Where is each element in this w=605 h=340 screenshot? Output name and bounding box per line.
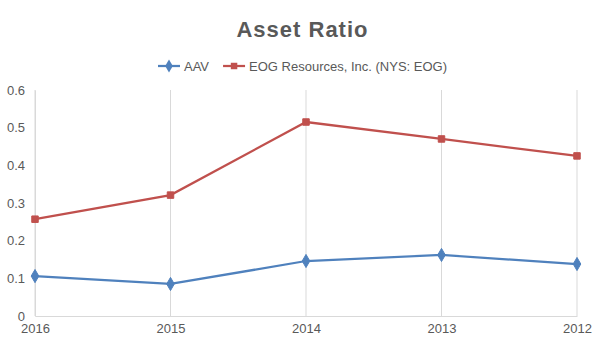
y-tick: 0.2: [7, 233, 35, 248]
legend-marker: [165, 59, 173, 72]
series: [32, 119, 580, 223]
y-tick-label: 0.5: [7, 120, 25, 135]
legend: AAV EOG Resources, Inc. (NYS: EOG): [158, 59, 447, 74]
y-tick: 0.4: [7, 158, 35, 173]
series-group: [31, 119, 581, 291]
x-axis-line: [36, 316, 578, 317]
y-tick-label: 0.3: [7, 196, 25, 211]
marker: [438, 248, 446, 261]
legend-marker: [231, 63, 237, 69]
series: [31, 248, 581, 290]
series-line: [35, 122, 577, 219]
grid-line: [577, 90, 578, 316]
y-tick: 0.3: [7, 196, 35, 211]
marker: [32, 216, 38, 222]
background: [0, 0, 605, 340]
y-tick: 0.1: [7, 271, 35, 286]
marker: [438, 136, 444, 142]
series-line: [35, 255, 577, 284]
title: Asset Ratio: [236, 17, 368, 42]
y-tick-label: 0.4: [7, 158, 25, 173]
marker: [573, 257, 581, 270]
grid-line: [441, 90, 442, 316]
marker: [302, 254, 310, 267]
x-tick-label: 2013: [428, 321, 457, 336]
grid: [35, 90, 577, 316]
chart: 00.10.20.30.40.50.620162015201420132012A…: [0, 0, 605, 340]
y-tick-label: 0.6: [7, 83, 25, 98]
marker: [167, 192, 173, 198]
legend-label: EOG Resources, Inc. (NYS: EOG): [249, 59, 447, 74]
x-tick: 2012: [563, 316, 592, 336]
x-tick-label: 2014: [292, 321, 321, 336]
y-tick-label: 0.2: [7, 233, 25, 248]
y-axis: 00.10.20.30.40.50.6: [7, 83, 36, 324]
marker: [167, 277, 175, 290]
y-tick: 0.5: [7, 120, 35, 135]
legend-item: EOG Resources, Inc. (NYS: EOG): [223, 59, 447, 74]
y-tick: 0.6: [7, 83, 35, 98]
x-axis: 2016 2015 2014 2013 2012: [21, 316, 592, 336]
y-tick-label: 0.1: [7, 271, 25, 286]
x-tick-label: 2012: [563, 321, 592, 336]
x-tick: 2016: [21, 316, 50, 336]
x-tick-label: 2016: [21, 321, 50, 336]
x-tick: 2015: [157, 316, 186, 336]
plot: 00.10.20.30.40.50.620162015201420132012: [7, 83, 592, 337]
x-tick: 2014: [292, 316, 321, 336]
marker: [31, 269, 39, 282]
legend-label: AAV: [184, 59, 209, 74]
x-tick-label: 2015: [157, 321, 186, 336]
x-tick: 2013: [428, 316, 457, 336]
marker: [574, 153, 580, 159]
legend-item: AAV: [158, 59, 209, 74]
marker: [303, 119, 309, 125]
